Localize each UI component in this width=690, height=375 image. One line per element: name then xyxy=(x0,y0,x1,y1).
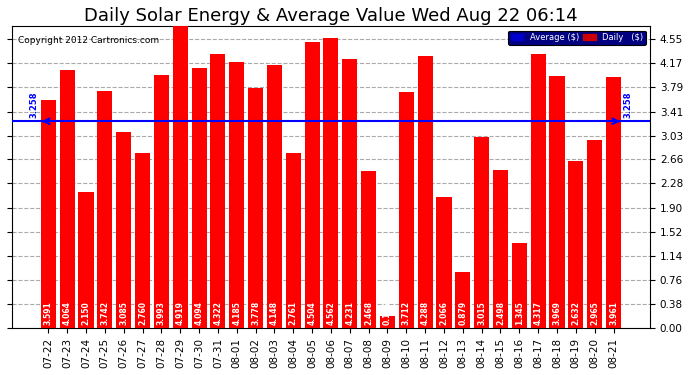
Text: 2.760: 2.760 xyxy=(138,301,147,325)
Text: 3.712: 3.712 xyxy=(402,301,411,325)
Bar xyxy=(512,243,527,328)
Bar xyxy=(474,137,489,328)
Bar xyxy=(172,16,188,328)
Text: 2.632: 2.632 xyxy=(571,301,580,325)
Bar xyxy=(154,75,169,328)
Text: 4.919: 4.919 xyxy=(176,301,185,325)
Text: 3.085: 3.085 xyxy=(119,301,128,325)
Bar xyxy=(304,42,319,328)
Bar xyxy=(192,68,206,328)
Text: 4.322: 4.322 xyxy=(213,301,222,325)
Bar xyxy=(342,60,357,328)
Text: 3.969: 3.969 xyxy=(553,301,562,325)
Bar xyxy=(380,316,395,328)
Text: 3.015: 3.015 xyxy=(477,301,486,325)
Bar xyxy=(267,65,282,328)
Text: 2.498: 2.498 xyxy=(496,301,505,325)
Text: 4.231: 4.231 xyxy=(345,301,354,325)
Text: 3.778: 3.778 xyxy=(251,301,260,325)
Bar xyxy=(399,92,414,328)
Bar xyxy=(437,197,451,328)
Bar xyxy=(587,140,602,328)
Bar xyxy=(210,54,226,328)
Text: 4.185: 4.185 xyxy=(233,301,241,325)
Text: Copyright 2012 Cartronics.com: Copyright 2012 Cartronics.com xyxy=(18,36,159,45)
Text: 3.258: 3.258 xyxy=(624,92,633,118)
Text: 1.345: 1.345 xyxy=(515,301,524,325)
Bar xyxy=(531,54,546,328)
Text: 4.562: 4.562 xyxy=(326,301,335,325)
Text: 4.504: 4.504 xyxy=(308,301,317,325)
Text: 4.288: 4.288 xyxy=(421,301,430,325)
Legend: Average ($), Daily   ($): Average ($), Daily ($) xyxy=(508,31,646,45)
Text: 3.961: 3.961 xyxy=(609,301,618,325)
Bar xyxy=(229,62,244,328)
Bar xyxy=(41,100,56,328)
Bar xyxy=(361,171,376,328)
Text: 3.993: 3.993 xyxy=(157,301,166,325)
Bar xyxy=(606,76,621,328)
Bar xyxy=(79,192,94,328)
Bar xyxy=(97,90,112,328)
Bar xyxy=(286,153,301,328)
Bar xyxy=(59,70,75,328)
Title: Daily Solar Energy & Average Value Wed Aug 22 06:14: Daily Solar Energy & Average Value Wed A… xyxy=(84,7,578,25)
Bar xyxy=(116,132,131,328)
Bar xyxy=(549,76,564,328)
Text: 4.094: 4.094 xyxy=(195,301,204,325)
Text: 3.258: 3.258 xyxy=(29,92,38,118)
Bar xyxy=(455,272,471,328)
Text: 4.317: 4.317 xyxy=(533,301,542,325)
Bar xyxy=(248,88,263,328)
Text: 3.742: 3.742 xyxy=(100,301,110,325)
Bar xyxy=(417,56,433,328)
Text: 0.196: 0.196 xyxy=(383,301,392,325)
Bar xyxy=(569,161,583,328)
Text: 2.066: 2.066 xyxy=(440,301,449,325)
Text: 4.148: 4.148 xyxy=(270,301,279,325)
Text: 2.965: 2.965 xyxy=(590,301,599,325)
Text: 3.591: 3.591 xyxy=(44,301,53,325)
Bar xyxy=(135,153,150,328)
Text: 2.761: 2.761 xyxy=(289,301,298,325)
Bar xyxy=(324,39,339,328)
Text: 4.064: 4.064 xyxy=(63,301,72,325)
Text: 2.468: 2.468 xyxy=(364,301,373,325)
Text: 2.150: 2.150 xyxy=(81,301,90,325)
Bar xyxy=(493,170,508,328)
Text: 0.879: 0.879 xyxy=(458,301,467,325)
